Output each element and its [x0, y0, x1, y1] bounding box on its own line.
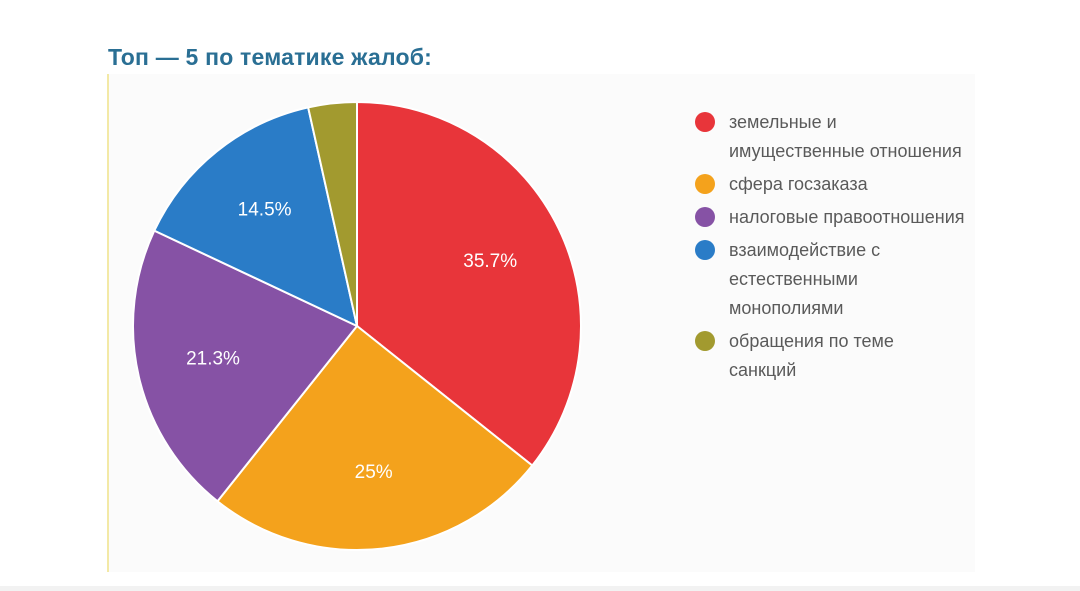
pie-slice-2 — [216, 324, 534, 551]
pie-slices — [132, 100, 582, 551]
legend-label: сфера госзаказа — [729, 174, 868, 194]
legend-item: обращения по теме санкций — [695, 327, 965, 385]
legend-label: обращения по теме санкций — [729, 331, 894, 380]
pie-slice-4 — [152, 106, 359, 328]
bottom-divider — [0, 586, 1080, 591]
legend-item: сфера госзаказа — [695, 170, 965, 199]
legend-label: налоговые правоотношения — [729, 207, 965, 227]
legend: земельные и имущественные отношения сфера… — [695, 108, 965, 389]
pie-slice-3 — [132, 229, 359, 503]
pie-chart: 35.7% 25% 21.3% 14.5% — [132, 100, 582, 551]
slice-value-label-1: 35.7% — [463, 251, 517, 272]
legend-marker-icon — [695, 112, 715, 132]
legend-marker-icon — [695, 331, 715, 351]
pie-slice-5 — [306, 100, 358, 327]
pie-slice-1 — [356, 100, 582, 467]
chart-title: Топ — 5 по тематике жалоб: — [108, 44, 432, 70]
slice-value-label-3: 21.3% — [186, 349, 240, 370]
legend-label: земельные и имущественные отношения — [729, 112, 962, 161]
legend-item: взаимодействие с естественными монополия… — [695, 236, 965, 323]
legend-marker-icon — [695, 174, 715, 194]
legend-item: налоговые правоотношения — [695, 203, 965, 232]
slice-value-label-2: 25% — [355, 462, 393, 483]
legend-item: земельные и имущественные отношения — [695, 108, 965, 166]
legend-marker-icon — [695, 240, 715, 260]
legend-marker-icon — [695, 207, 715, 227]
slice-value-label-4: 14.5% — [238, 200, 292, 221]
pie-slice-labels: 35.7% 25% 21.3% 14.5% — [186, 200, 517, 483]
legend-label: взаимодействие с естественными монополия… — [729, 240, 881, 318]
